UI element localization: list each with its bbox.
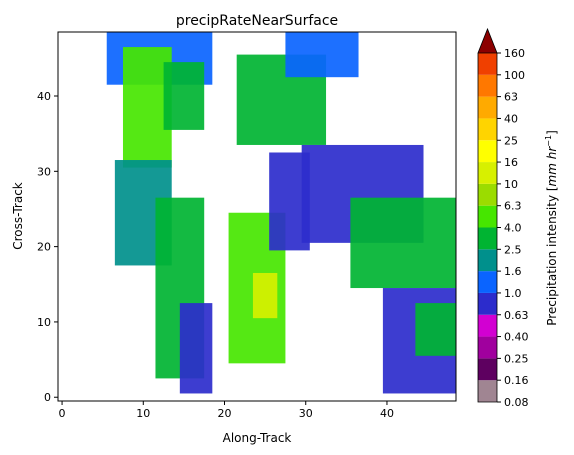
heatmap-cells — [106, 32, 456, 394]
colorbar-tick-label: 0.40 — [504, 331, 529, 344]
heatmap-region — [285, 32, 359, 78]
colorbar-tick-label: 0.63 — [504, 309, 529, 322]
y-tick-label: 0 — [44, 391, 51, 404]
colorbar-tick-label: 0.08 — [504, 396, 529, 409]
colorbar-segment — [478, 314, 497, 337]
colorbar-tick-label: 1.6 — [504, 265, 522, 278]
x-tick-label: 20 — [218, 407, 232, 420]
colorbar-segment — [478, 74, 497, 97]
colorbar-segment — [478, 162, 497, 184]
colorbar-tick-label: 4.0 — [504, 222, 522, 235]
colorbar-tick-label: 63 — [504, 91, 518, 104]
colorbar-extend-max — [477, 27, 498, 54]
heatmap-region — [179, 303, 213, 394]
heatmap-region — [350, 197, 456, 289]
colorbar-label-exponent: −1 — [544, 135, 553, 147]
heatmap-region — [415, 303, 456, 356]
y-tick-label: 20 — [37, 241, 51, 254]
colorbar-tick-label: 10 — [504, 178, 518, 191]
colorbar-tick-label: 40 — [504, 112, 518, 125]
colorbar-segment — [478, 271, 497, 293]
colorbar-tick-label: 2.5 — [504, 243, 522, 256]
heatmap-region — [163, 62, 205, 130]
heatmap-region — [252, 272, 278, 319]
y-tick-label: 30 — [37, 165, 51, 178]
x-tick-label: 0 — [59, 407, 66, 420]
y-tick-label: 10 — [37, 316, 51, 329]
colorbar-segment — [478, 380, 497, 402]
colorbar-segment — [478, 358, 497, 381]
colorbar-segment — [478, 336, 497, 359]
x-axis: 0 10 20 30 40 — [59, 401, 394, 420]
colorbar-segment — [478, 292, 497, 315]
colorbar-label: Precipitation intensity [mm hr−1] — [544, 130, 559, 326]
colorbar-segment — [478, 96, 497, 119]
colorbar-label-main: Precipitation intensity [ — [545, 186, 559, 325]
colorbar-tick-label: 25 — [504, 134, 518, 147]
chart-title: precipRateNearSurface — [176, 13, 338, 29]
plot-area — [57, 31, 457, 402]
colorbar-tick-label: 16 — [504, 156, 518, 169]
colorbar-segment — [478, 140, 497, 163]
colorbar-tick-label: 100 — [504, 69, 525, 82]
x-axis-label: Along-Track — [223, 431, 292, 445]
colorbar-tick-label: 0.16 — [504, 374, 529, 387]
colorbar: 0.08 0.16 0.25 0.40 0.63 1.0 1.6 2.5 4.0 6.3 10 16 2… — [477, 27, 529, 409]
y-axis: 0 10 20 30 40 — [37, 90, 58, 404]
colorbar-segment — [478, 53, 497, 75]
x-tick-label: 40 — [380, 407, 394, 420]
x-tick-label: 10 — [136, 407, 150, 420]
colorbar-segment — [478, 183, 497, 206]
y-axis-label: Cross-Track — [11, 182, 25, 250]
colorbar-segment — [478, 227, 497, 250]
colorbar-tick-label: 160 — [504, 47, 525, 60]
colorbar-tick-label: 1.0 — [504, 287, 522, 300]
plot-frame — [57, 31, 457, 402]
colorbar-segment — [478, 249, 497, 272]
colorbar-segment — [478, 118, 497, 141]
y-tick-label: 40 — [37, 90, 51, 103]
colorbar-label-close: ] — [545, 130, 559, 135]
colorbar-segment — [478, 205, 497, 228]
colorbar-label-unit: mm hr — [545, 146, 559, 187]
colorbar-tick-label: 6.3 — [504, 200, 522, 213]
x-tick-label: 30 — [299, 407, 313, 420]
colorbar-tick-label: 0.25 — [504, 352, 529, 365]
